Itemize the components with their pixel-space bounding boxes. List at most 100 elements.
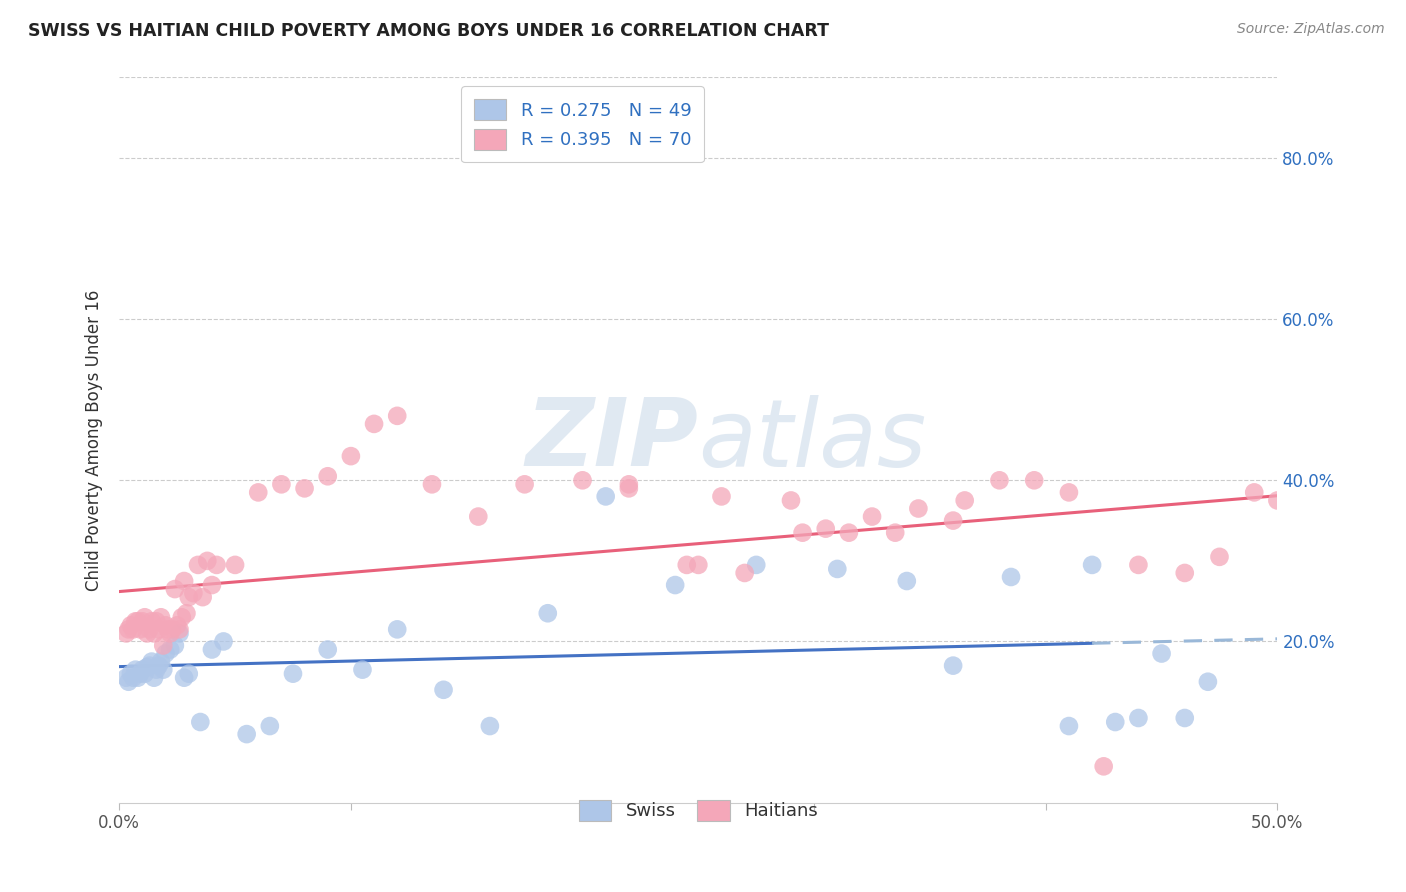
- Point: [205, 558, 228, 572]
- Point: [420, 477, 443, 491]
- Point: [149, 655, 172, 669]
- Point: [884, 525, 907, 540]
- Point: [152, 639, 174, 653]
- Point: [131, 663, 153, 677]
- Point: [235, 727, 257, 741]
- Point: [1000, 570, 1022, 584]
- Point: [352, 663, 374, 677]
- Point: [1128, 558, 1150, 572]
- Text: ZIP: ZIP: [526, 394, 699, 486]
- Point: [183, 586, 205, 600]
- Point: [145, 615, 167, 629]
- Point: [173, 671, 195, 685]
- Point: [1057, 719, 1080, 733]
- Point: [710, 490, 733, 504]
- Point: [617, 481, 640, 495]
- Point: [148, 658, 170, 673]
- Point: [1081, 558, 1104, 572]
- Text: SWISS VS HAITIAN CHILD POVERTY AMONG BOYS UNDER 16 CORRELATION CHART: SWISS VS HAITIAN CHILD POVERTY AMONG BOY…: [28, 22, 830, 40]
- Point: [363, 417, 385, 431]
- Point: [745, 558, 768, 572]
- Point: [780, 493, 803, 508]
- Point: [195, 554, 218, 568]
- Point: [953, 493, 976, 508]
- Point: [131, 615, 153, 629]
- Point: [120, 666, 142, 681]
- Point: [177, 590, 200, 604]
- Point: [129, 666, 152, 681]
- Point: [1174, 711, 1197, 725]
- Point: [155, 618, 177, 632]
- Point: [896, 574, 918, 588]
- Point: [115, 626, 138, 640]
- Point: [1243, 485, 1265, 500]
- Point: [340, 449, 363, 463]
- Point: [537, 606, 560, 620]
- Point: [827, 562, 849, 576]
- Point: [595, 490, 617, 504]
- Point: [134, 666, 156, 681]
- Point: [143, 626, 166, 640]
- Point: [860, 509, 883, 524]
- Point: [145, 663, 167, 677]
- Point: [247, 485, 270, 500]
- Point: [942, 514, 965, 528]
- Point: [513, 477, 536, 491]
- Point: [188, 714, 211, 729]
- Point: [148, 623, 170, 637]
- Point: [124, 663, 146, 677]
- Y-axis label: Child Poverty Among Boys Under 16: Child Poverty Among Boys Under 16: [86, 289, 103, 591]
- Point: [163, 582, 186, 596]
- Point: [1197, 674, 1219, 689]
- Text: atlas: atlas: [699, 394, 927, 485]
- Point: [163, 639, 186, 653]
- Point: [117, 674, 139, 689]
- Point: [117, 623, 139, 637]
- Point: [176, 606, 198, 620]
- Point: [115, 671, 138, 685]
- Point: [127, 615, 149, 629]
- Point: [688, 558, 710, 572]
- Point: [387, 409, 409, 423]
- Point: [124, 615, 146, 629]
- Point: [1024, 473, 1046, 487]
- Point: [224, 558, 246, 572]
- Point: [136, 660, 159, 674]
- Point: [270, 477, 292, 491]
- Point: [1128, 711, 1150, 725]
- Point: [162, 623, 184, 637]
- Point: [1267, 493, 1289, 508]
- Point: [156, 623, 179, 637]
- Point: [1092, 759, 1115, 773]
- Point: [122, 671, 145, 685]
- Point: [177, 666, 200, 681]
- Point: [316, 469, 339, 483]
- Point: [138, 658, 160, 673]
- Point: [138, 623, 160, 637]
- Point: [907, 501, 929, 516]
- Point: [170, 610, 193, 624]
- Point: [664, 578, 686, 592]
- Point: [942, 658, 965, 673]
- Point: [988, 473, 1011, 487]
- Point: [143, 671, 166, 685]
- Point: [173, 574, 195, 588]
- Point: [129, 623, 152, 637]
- Point: [127, 671, 149, 685]
- Point: [152, 663, 174, 677]
- Point: [838, 525, 860, 540]
- Point: [134, 610, 156, 624]
- Point: [1150, 647, 1173, 661]
- Point: [675, 558, 697, 572]
- Point: [259, 719, 281, 733]
- Point: [141, 655, 163, 669]
- Point: [122, 623, 145, 637]
- Point: [1208, 549, 1230, 564]
- Point: [120, 618, 142, 632]
- Point: [617, 477, 640, 491]
- Point: [166, 618, 188, 632]
- Point: [159, 626, 181, 640]
- Point: [387, 623, 409, 637]
- Point: [191, 590, 214, 604]
- Legend: Swiss, Haitians: Swiss, Haitians: [567, 788, 831, 833]
